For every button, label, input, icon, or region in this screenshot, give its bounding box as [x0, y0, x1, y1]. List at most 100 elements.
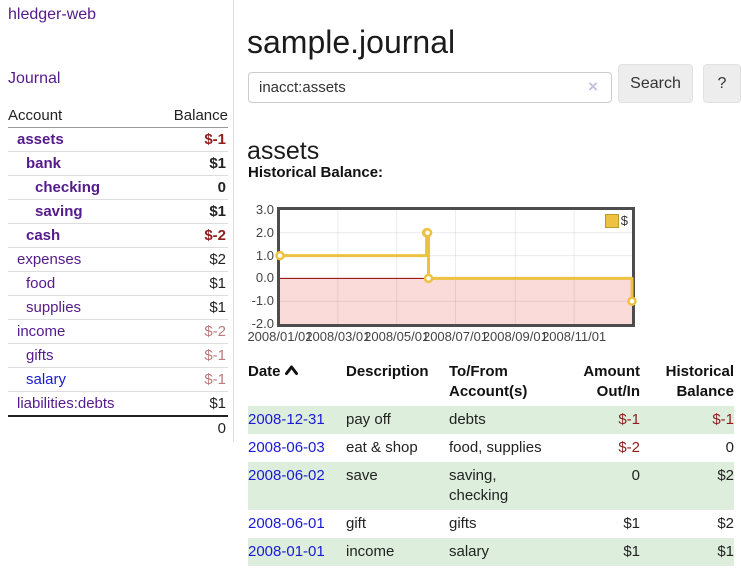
transaction-accounts: gifts	[449, 515, 477, 532]
legend-swatch-icon	[604, 213, 619, 228]
search-button[interactable]: Search	[618, 64, 693, 103]
account-link-gifts[interactable]: gifts	[26, 347, 54, 364]
transaction-amount: 0	[631, 467, 640, 484]
account-balance: $-1	[153, 127, 228, 152]
transaction-balance: 0	[725, 439, 734, 456]
y-tick-label: 3.0	[255, 202, 274, 217]
legend-label: $	[620, 213, 628, 228]
chart-title: Historical Balance:	[248, 164, 384, 181]
clear-search-icon[interactable]: ×	[588, 77, 598, 96]
account-link-food[interactable]: food	[26, 275, 56, 292]
account-link-supplies[interactable]: supplies	[26, 299, 82, 316]
account-balance: $1	[153, 151, 228, 176]
accounts-header-balance: Balance	[153, 104, 228, 128]
register-header-accounts: To/From Account(s)	[449, 363, 528, 400]
account-link-saving[interactable]: saving	[35, 203, 83, 220]
transaction-amount: $-2	[618, 439, 640, 456]
transaction-amount: $1	[623, 515, 640, 532]
help-button[interactable]: ?	[703, 64, 741, 103]
account-link-cash[interactable]: cash	[26, 227, 61, 244]
transaction-description: eat & shop	[346, 439, 418, 456]
transaction-accounts: salary	[449, 543, 490, 560]
account-balance: $1	[209, 395, 226, 412]
account-row: assets $-1	[8, 127, 228, 152]
transaction-balance: $-1	[712, 411, 734, 428]
accounts-table-header: Account Balance	[8, 104, 228, 128]
transaction-description: save	[346, 467, 378, 484]
accounts-total: 0	[153, 415, 228, 440]
account-row: salary $-1	[8, 367, 228, 392]
account-row: food $1	[8, 271, 228, 296]
y-tick-label: 1.0	[255, 247, 274, 263]
register-header-row: Date Description To/From Account(s) Amou…	[248, 358, 734, 406]
page-title: sample.journal	[247, 24, 456, 61]
account-balance: $-2	[153, 319, 228, 344]
account-balance: $1	[153, 199, 228, 224]
transaction-description: gift	[346, 515, 367, 532]
transaction-date-link[interactable]: 2008-06-03	[248, 439, 325, 456]
transaction-date-link[interactable]: 2008-06-01	[248, 515, 325, 532]
account-link-salary[interactable]: salary	[26, 371, 67, 388]
sidebar: hledger-web Journal Account Balance asse…	[0, 0, 234, 442]
sort-ascending-icon	[284, 365, 298, 375]
register-header-date[interactable]: Date	[248, 358, 346, 406]
sidebar-item-journal[interactable]: Journal	[8, 70, 61, 87]
register-row: 2008-06-01 gift gifts $1 $2	[248, 510, 734, 538]
search-input[interactable]	[248, 72, 612, 103]
account-row: liabilities:debts $1	[8, 392, 228, 417]
accounts-header-account: Account	[8, 104, 154, 128]
y-tick-label: -2.0	[251, 316, 274, 331]
x-tick-label: 2008/01/01	[247, 329, 313, 344]
transaction-balance: $2	[717, 515, 734, 532]
transaction-accounts: debts	[449, 411, 486, 428]
transaction-date-link[interactable]: 2008-06-02	[248, 467, 325, 484]
accounts-table: Account Balance assets $-1 bank $1 check…	[8, 104, 228, 440]
transaction-accounts: saving, checking	[449, 467, 509, 504]
register-row: 2008-01-01 income salary $1 $1	[248, 538, 734, 566]
x-tick-label: 2008/07/01	[422, 329, 489, 344]
y-tick-label: 2.0	[255, 224, 274, 240]
register-header-balance: Historical Balance	[665, 363, 734, 400]
account-balance: $-2	[153, 223, 228, 248]
register-header-description: Description	[346, 363, 429, 380]
account-heading: assets	[247, 136, 320, 165]
brand-link[interactable]: hledger-web	[8, 6, 97, 23]
transaction-description: income	[346, 543, 395, 560]
register-table: Date Description To/From Account(s) Amou…	[248, 358, 734, 566]
x-tick-label: 2008/09/01	[482, 329, 548, 344]
transaction-balance: $2	[717, 467, 734, 484]
account-link-liabilities-debts[interactable]: liabilities:debts	[17, 395, 115, 412]
account-balance: $2	[153, 247, 228, 272]
account-balance: $-1	[153, 367, 228, 392]
register-header-amount: Amount Out/In	[583, 363, 640, 400]
register-header-date-label: Date	[248, 363, 281, 380]
x-tick-label: 2008/03/01	[305, 329, 371, 344]
account-link-expenses[interactable]: expenses	[17, 251, 82, 268]
register-row: 2008-06-02 save saving, checking 0 $2	[248, 462, 734, 510]
transaction-accounts: food, supplies	[449, 439, 542, 456]
chart-legend: $	[604, 213, 628, 228]
x-tick-label: 2008/05/01	[364, 329, 430, 344]
historical-balance-chart: 3.0 2.0 1.0 0.0 -1.0 -2.0 $ 2008/01/01 2008/03…	[247, 200, 678, 350]
transaction-date-link[interactable]: 2008-01-01	[248, 543, 325, 560]
accounts-total-row: 0	[8, 415, 228, 440]
register-row: 2008-12-31 pay off debts $-1 $-1	[248, 406, 734, 434]
account-row: supplies $1	[8, 295, 228, 320]
register-row: 2008-06-03 eat & shop food, supplies $-2…	[248, 434, 734, 462]
account-row: expenses $2	[8, 247, 228, 272]
account-balance: $1	[153, 295, 228, 320]
account-balance: 0	[153, 175, 228, 200]
account-row: gifts $-1	[8, 343, 228, 368]
account-row: bank $1	[8, 151, 228, 176]
account-link-income[interactable]: income	[17, 323, 66, 340]
transaction-balance: $1	[717, 543, 734, 560]
account-row: checking 0	[8, 175, 228, 200]
account-link-checking[interactable]: checking	[35, 179, 101, 196]
transaction-amount: $-1	[618, 411, 640, 428]
chart-plot: $	[275, 207, 637, 327]
transaction-amount: $1	[623, 543, 640, 560]
account-link-assets[interactable]: assets	[17, 131, 64, 148]
transaction-date-link[interactable]: 2008-12-31	[248, 411, 325, 428]
y-tick-label: 0.0	[255, 270, 274, 286]
account-link-bank[interactable]: bank	[26, 155, 62, 172]
